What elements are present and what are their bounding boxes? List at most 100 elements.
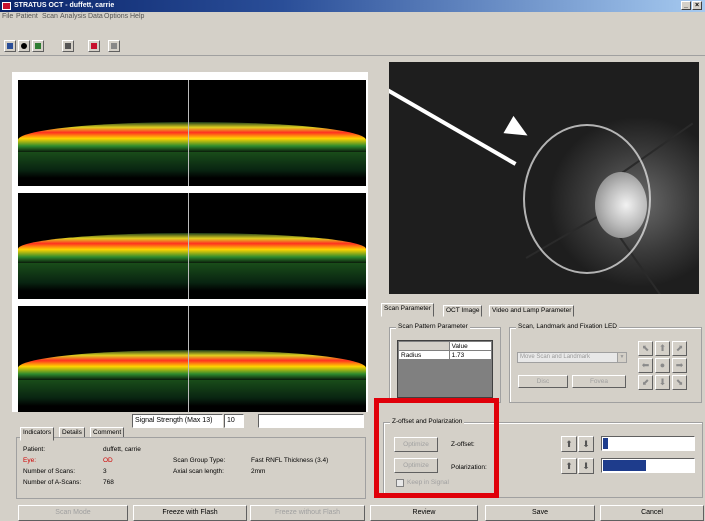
arrow-up-icon: ⬆ — [565, 461, 573, 471]
center-button[interactable]: ● — [655, 358, 670, 373]
arrow-up-right-icon: ⬈ — [676, 343, 684, 353]
axial-length-value: 2mm — [251, 468, 265, 475]
scan-group-label: Scan Group Type: — [173, 457, 225, 464]
fundus-image[interactable] — [389, 62, 699, 294]
menu-help[interactable]: Help — [130, 13, 144, 20]
arrow-up-icon: ⬆ — [565, 439, 573, 449]
arrow-right-button[interactable]: ➡ — [672, 358, 687, 373]
cancel-button[interactable]: Cancel — [600, 505, 704, 521]
scan-cursor-line — [188, 306, 189, 412]
oct-scan-image-2[interactable] — [18, 193, 366, 299]
menu-file[interactable]: File — [2, 13, 13, 20]
arrow-down-icon: ⬇ — [582, 439, 590, 449]
optic-disc — [595, 172, 647, 238]
close-button[interactable]: × — [692, 1, 702, 10]
signal-strength-value: 10 — [224, 414, 244, 428]
axial-length-label: Axial scan length: — [173, 468, 224, 475]
save-button[interactable]: Save — [485, 505, 595, 521]
oct-scan-panel — [12, 72, 368, 412]
annotation-arrow-head — [503, 116, 532, 144]
fovea-button[interactable]: Fovea — [572, 375, 626, 388]
scans-label: Number of Scans: — [23, 468, 75, 475]
arrow-up-right-button[interactable]: ⬈ — [672, 341, 687, 356]
annotation-arrow — [389, 82, 517, 165]
image-button[interactable] — [32, 40, 44, 52]
value-header: Value — [449, 342, 491, 351]
patient-label: Patient: — [23, 446, 45, 453]
window-title: STRATUS OCT - duffett, carrie — [14, 2, 114, 9]
zoffset-level-bar — [601, 436, 695, 451]
radius-value[interactable]: 1.73 — [449, 351, 491, 360]
scan-group-value: Fast RNFL Thickness (3.4) — [251, 457, 328, 464]
polarization-level-fill — [603, 460, 646, 471]
home-button[interactable] — [88, 40, 100, 52]
arrow-left-icon: ⬅ — [642, 360, 650, 370]
minimize-button[interactable]: _ — [681, 1, 691, 10]
landmark-dropdown[interactable]: Move Scan and Landmark ▼ — [517, 352, 627, 363]
arrow-down-button[interactable]: ⬇ — [655, 375, 670, 390]
oct-scan-image-1[interactable] — [18, 80, 366, 186]
freeze-with-flash-button[interactable]: Freeze with Flash — [133, 505, 247, 521]
document-icon — [111, 43, 117, 49]
scan-cursor-line — [188, 193, 189, 299]
scan-pattern-table: Value Radius 1.73 — [397, 340, 493, 398]
menu-bar: File Patient Scan Analysis Data Options … — [0, 12, 705, 23]
menu-scan[interactable]: Scan — [42, 13, 58, 20]
polarization-up-button[interactable]: ⬆ — [561, 458, 577, 474]
landmark-title: Scan, Landmark and Fixation LED — [516, 323, 619, 330]
menu-patient[interactable]: Patient — [16, 13, 38, 20]
scan-button[interactable] — [18, 40, 30, 52]
tab-oct-image[interactable]: OCT Image — [443, 305, 482, 317]
menu-options[interactable]: Options — [104, 13, 128, 20]
arrow-down-left-icon: ⬋ — [642, 377, 650, 387]
arrow-left-button[interactable]: ⬅ — [638, 358, 653, 373]
title-bar: STRATUS OCT - duffett, carrie _ × — [0, 0, 705, 12]
arrow-down-icon: ⬇ — [659, 377, 667, 387]
image-icon — [35, 43, 41, 49]
app-logo-icon — [2, 2, 11, 10]
arrow-down-right-icon: ⬊ — [676, 377, 684, 387]
center-dot-icon: ● — [660, 360, 665, 370]
ascans-label: Number of A-Scans: — [23, 479, 81, 486]
tab-scan-parameter[interactable]: Scan Parameter — [381, 303, 434, 317]
scans-value: 3 — [103, 468, 107, 475]
arrow-up-button[interactable]: ⬆ — [655, 341, 670, 356]
scan-cursor-line — [188, 80, 189, 186]
arrow-right-icon: ➡ — [676, 360, 684, 370]
freeze-without-flash-button[interactable]: Freeze without Flash — [250, 505, 365, 521]
arrow-up-left-button[interactable]: ⬉ — [638, 341, 653, 356]
menu-data[interactable]: Data — [88, 13, 103, 20]
print-button[interactable] — [62, 40, 74, 52]
landmark-dropdown-value: Move Scan and Landmark — [520, 354, 590, 360]
eye-label: Eye: — [23, 457, 36, 464]
polarization-down-button[interactable]: ⬇ — [578, 458, 594, 474]
tab-video-lamp[interactable]: Video and Lamp Parameter — [489, 305, 574, 317]
document-button[interactable] — [108, 40, 120, 52]
toolbar — [0, 23, 705, 56]
scan-pattern-title: Scan Pattern Parameter — [396, 323, 470, 330]
scan-mode-button[interactable]: Scan Mode — [18, 505, 128, 521]
highlight-box — [374, 398, 499, 498]
eye-icon — [21, 43, 27, 49]
zoffset-up-button[interactable]: ⬆ — [561, 436, 577, 452]
oct-scan-image-3[interactable] — [18, 306, 366, 412]
indicators-panel: Patient: duffett, carrie Eye: OD Number … — [16, 437, 366, 499]
signal-strength-label: Signal Strength (Max 13) — [132, 414, 223, 428]
people-icon — [7, 43, 13, 49]
review-button[interactable]: Review — [370, 505, 478, 521]
printer-icon — [65, 43, 71, 49]
chevron-down-icon: ▼ — [617, 353, 626, 362]
tab-indicators[interactable]: Indicators — [20, 427, 54, 441]
menu-analysis[interactable]: Analysis — [60, 13, 86, 20]
polarization-level-bar — [601, 458, 695, 473]
zoffset-down-button[interactable]: ⬇ — [578, 436, 594, 452]
arrow-up-left-icon: ⬉ — [642, 343, 650, 353]
patient-button[interactable] — [4, 40, 16, 52]
arrow-down-right-button[interactable]: ⬊ — [672, 375, 687, 390]
zoffset-level-fill — [603, 438, 608, 449]
disc-button[interactable]: Disc — [518, 375, 568, 388]
arrow-down-left-button[interactable]: ⬋ — [638, 375, 653, 390]
eye-value: OD — [103, 457, 113, 464]
direction-pad: ⬉ ⬆ ⬈ ⬅ ● ➡ ⬋ ⬇ ⬊ — [638, 341, 690, 393]
